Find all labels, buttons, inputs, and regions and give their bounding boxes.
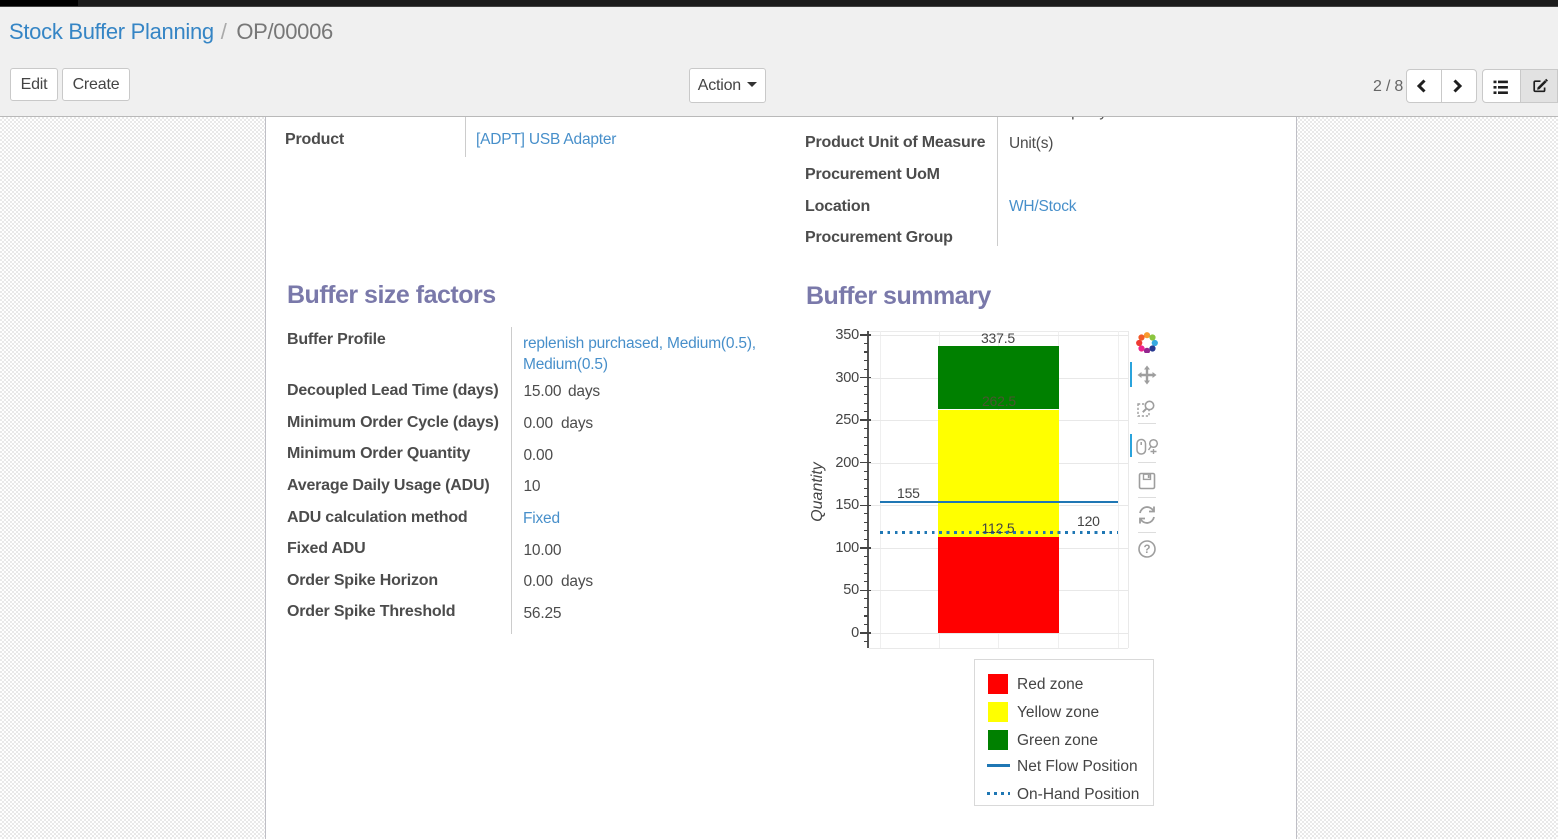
svg-text:?: ? [1143, 544, 1150, 556]
